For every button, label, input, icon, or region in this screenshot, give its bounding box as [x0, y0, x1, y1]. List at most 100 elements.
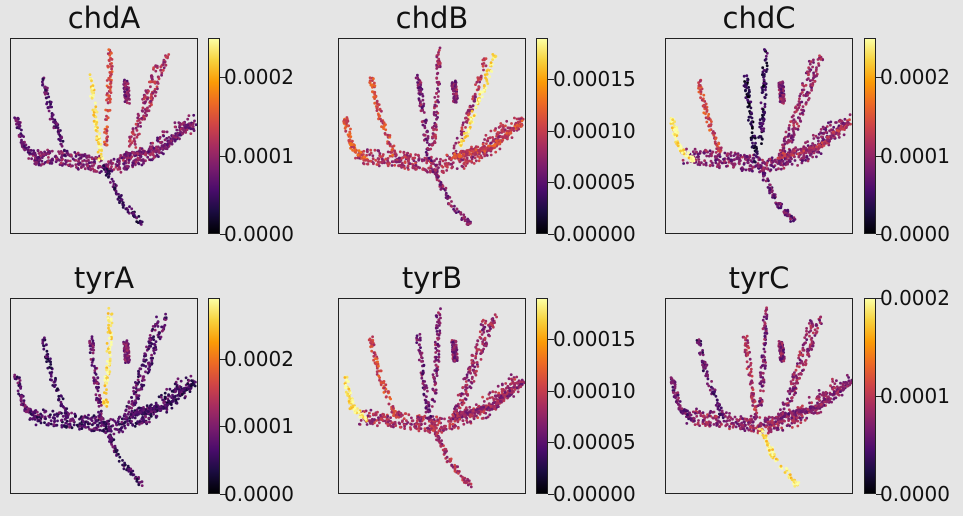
scatter-point: [151, 91, 155, 95]
scatter-point: [494, 127, 497, 130]
scatter-point: [105, 92, 109, 95]
panel-title: chdC: [722, 1, 796, 35]
scatter-point: [431, 132, 435, 135]
scatter-point: [460, 133, 464, 137]
scatter-point: [471, 155, 475, 159]
colorbar-tick: [220, 359, 226, 360]
scatter-point: [723, 151, 727, 155]
scatter-point: [474, 95, 477, 99]
scatter-point: [480, 95, 484, 99]
scatter-point: [165, 403, 169, 406]
scatter-point: [835, 121, 838, 124]
scatter-point: [517, 124, 521, 127]
scatter-point: [377, 117, 380, 121]
scatter-point: [702, 151, 706, 154]
scatter-point: [731, 163, 735, 167]
scatter-point: [80, 427, 84, 430]
scatter-point: [698, 161, 702, 164]
scatter-point: [454, 141, 458, 145]
scatter-point: [508, 131, 511, 135]
scatter-point: [373, 93, 377, 96]
scatter-point: [801, 147, 805, 150]
scatter-point: [747, 88, 751, 92]
scatter-point: [95, 170, 99, 173]
scatter-point: [739, 159, 742, 162]
scatter-point: [412, 164, 415, 168]
scatter-point: [109, 74, 112, 78]
scatter-point: [807, 73, 810, 76]
scatter-point: [43, 91, 47, 95]
scatter-point: [117, 417, 120, 421]
scatter-point: [65, 151, 69, 155]
scatter-point: [520, 119, 524, 123]
scatter-point: [352, 146, 356, 149]
scatter-point: [347, 139, 351, 142]
scatter-point: [151, 356, 155, 360]
scatter-point: [98, 413, 102, 417]
scatter-point: [839, 126, 842, 130]
scatter-point: [419, 81, 423, 85]
scatter-point: [381, 160, 384, 164]
scatter-point: [149, 97, 153, 100]
scatter-point: [164, 55, 168, 59]
scatter-point: [45, 96, 48, 100]
scatter-point: [685, 147, 688, 151]
scatter-point: [98, 394, 101, 397]
scatter-point: [699, 88, 702, 92]
scatter-point: [455, 167, 459, 171]
scatter-point: [105, 129, 109, 133]
scatter-point: [802, 156, 806, 160]
scatter-point: [95, 423, 99, 427]
scatter-point: [515, 117, 519, 121]
scatter-point: [53, 118, 57, 122]
scatter-point: [108, 350, 112, 354]
scatter-point: [379, 155, 383, 159]
scatter-point: [160, 140, 164, 144]
scatter-point: [478, 98, 481, 102]
scatter-point: [88, 427, 91, 431]
scatter-point: [749, 159, 753, 162]
scatter-point: [744, 168, 748, 172]
scatter-point: [420, 159, 424, 163]
scatter-point: [92, 113, 96, 117]
scatter-point: [738, 162, 741, 166]
scatter-point: [371, 85, 374, 89]
scatter-point: [115, 192, 119, 196]
scatter-point: [801, 83, 804, 87]
scatter-point: [759, 127, 763, 131]
scatter-point: [53, 379, 57, 382]
scatter-point: [762, 160, 766, 164]
scatter-point: [140, 484, 144, 487]
scatter-point: [155, 315, 158, 319]
scatter-point: [86, 164, 89, 168]
scatter-point: [498, 125, 502, 128]
scatter-point: [152, 335, 156, 339]
scatter-point: [133, 416, 137, 420]
scatter-point: [357, 149, 361, 152]
scatter-point: [754, 141, 757, 145]
scatter-point: [713, 131, 717, 135]
scatter-point: [760, 121, 763, 125]
scatter-point: [748, 104, 751, 108]
scatter-point: [152, 412, 156, 416]
scatter-point: [108, 370, 112, 374]
scatter-point: [141, 109, 145, 113]
scatter-point: [711, 131, 715, 135]
colorbar-tick-label: 0.0001: [224, 414, 294, 438]
scatter-point: [30, 157, 33, 161]
scatter-point: [105, 349, 109, 353]
scatter-point: [455, 154, 459, 157]
scatter-point: [455, 136, 459, 140]
scatter-point: [134, 163, 137, 167]
scatter-point: [445, 163, 449, 166]
scatter-point: [136, 378, 140, 382]
scatter-point: [51, 409, 55, 413]
scatter-point: [491, 53, 495, 56]
scatter-point: [826, 138, 829, 142]
scatter-point: [87, 413, 90, 417]
scatter-point: [477, 150, 481, 153]
scatter-point: [351, 139, 354, 143]
scatter-point: [105, 98, 108, 102]
scatter-point: [105, 376, 109, 380]
scatter-point: [759, 101, 763, 105]
